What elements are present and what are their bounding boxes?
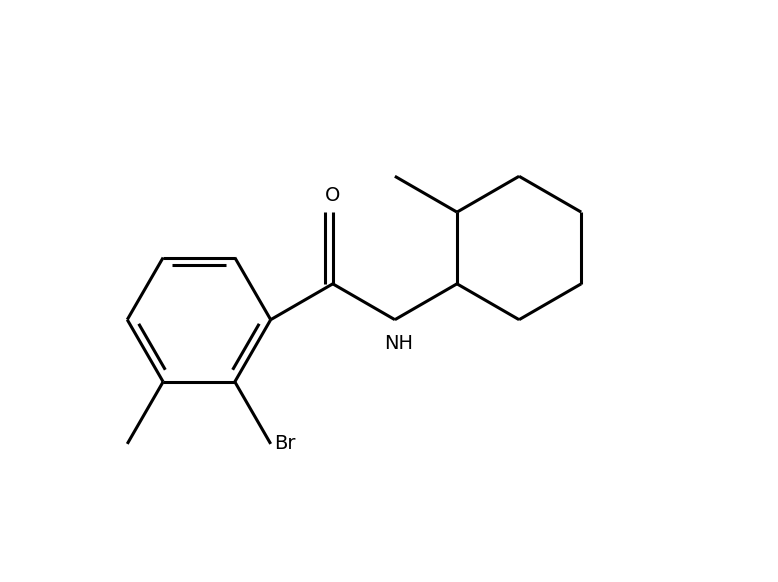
Text: NH: NH bbox=[384, 334, 413, 353]
Text: Br: Br bbox=[275, 434, 296, 453]
Text: O: O bbox=[325, 186, 341, 205]
